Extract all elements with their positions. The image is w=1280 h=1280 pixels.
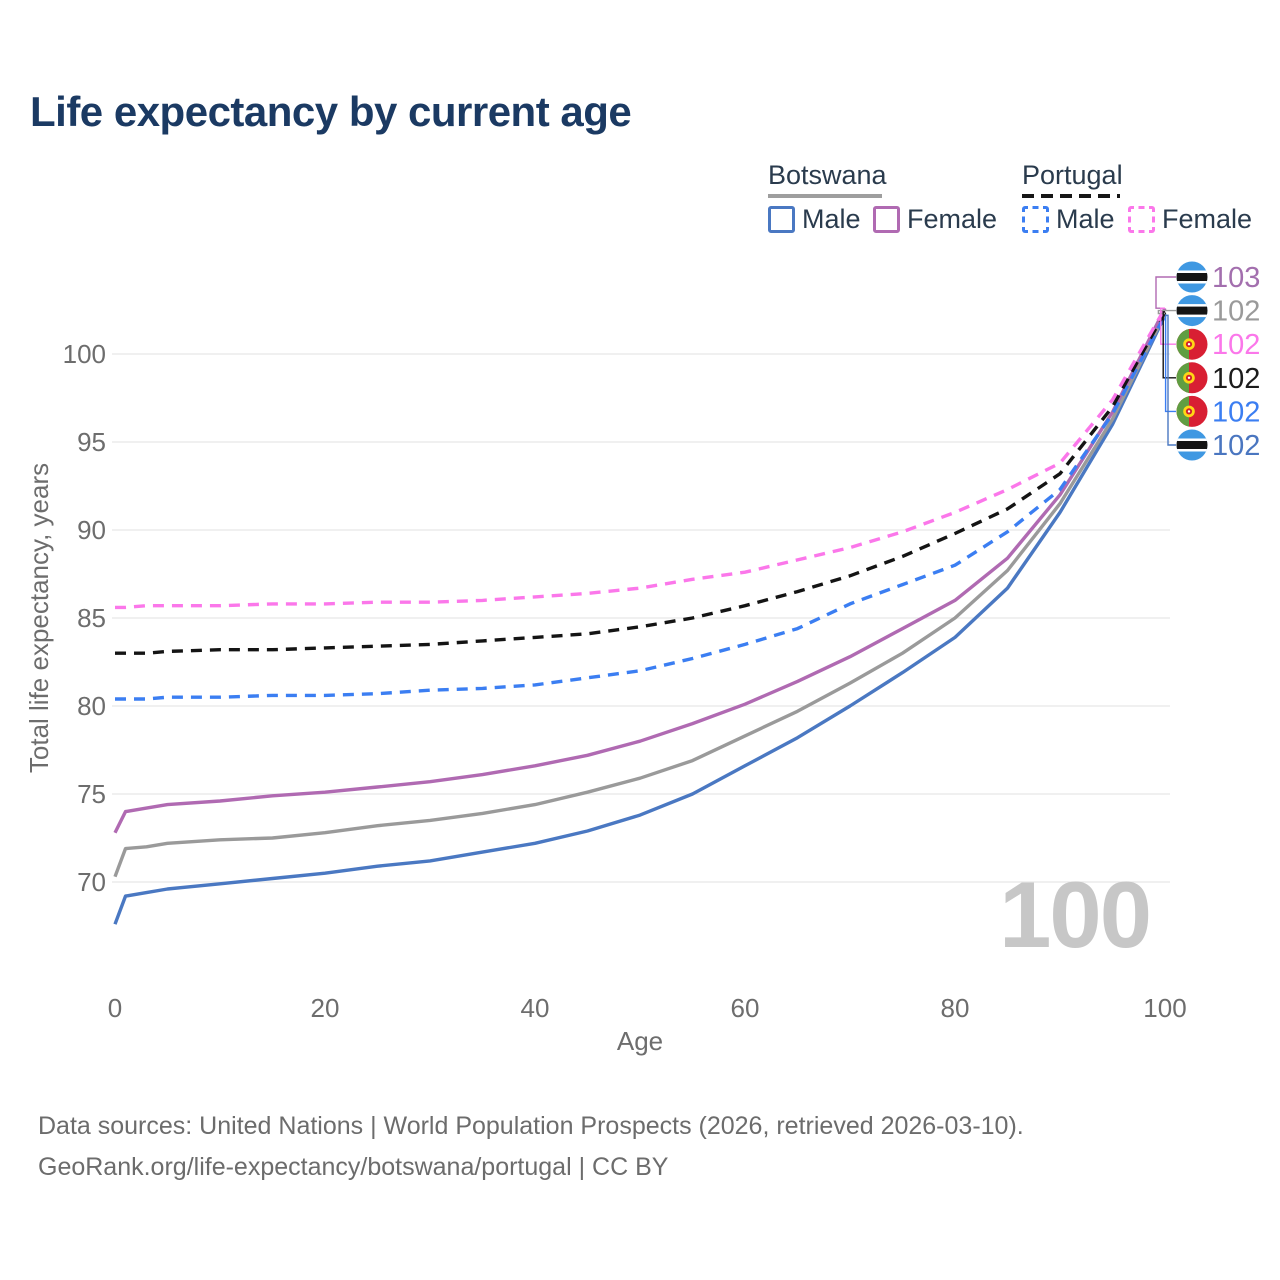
footer-data-sources: Data sources: United Nations | World Pop… [38, 1112, 1024, 1140]
end-label-row-botswana-both-sexes: 102 [1176, 295, 1260, 328]
gridlines: 70 75 80 85 90 95 100 [63, 339, 1170, 897]
y-axis-label: Total life expectancy, years [24, 463, 54, 773]
x-tick-60: 60 [731, 993, 760, 1023]
end-label-row-portugal-female: 102 [1176, 328, 1260, 361]
legend-botswana-linestyle-sample [768, 194, 882, 198]
y-tick-75: 75 [77, 779, 106, 809]
series-line-botswana-male[interactable] [113, 314, 1167, 925]
end-label-value: 102 [1212, 430, 1260, 462]
series-line-botswana-both-sexes[interactable] [113, 312, 1167, 878]
legend-label-portugal-female[interactable]: Female [1162, 204, 1253, 234]
y-tick-85: 85 [77, 603, 106, 633]
y-tick-90: 90 [77, 515, 106, 545]
end-label-value: 102 [1212, 296, 1260, 328]
y-tick-100: 100 [63, 339, 106, 369]
portugal-flag-icon [1176, 362, 1208, 394]
end-label-row-portugal-male: 102 [1176, 395, 1260, 428]
y-tick-95: 95 [77, 427, 106, 457]
series-line-portugal-female[interactable] [115, 307, 1167, 610]
legend-checkbox-botswana-female[interactable] [873, 206, 900, 233]
portugal-flag-icon [1176, 395, 1208, 427]
y-tick-70: 70 [77, 867, 106, 897]
legend-label-botswana-female[interactable]: Female [907, 204, 998, 234]
chart-title: Life expectancy by current age [30, 88, 632, 135]
end-label-value: 103 [1212, 262, 1260, 294]
portugal-flag-icon [1176, 328, 1208, 360]
botswana-flag-icon [1176, 429, 1208, 461]
age-indicator: 100 [999, 862, 1152, 967]
end-label-value: 102 [1212, 363, 1260, 395]
legend-checkbox-portugal-female[interactable] [1128, 206, 1155, 233]
leader-line [1157, 309, 1176, 315]
end-label-value: 102 [1212, 329, 1260, 361]
footer: Data sources: United Nations | World Pop… [38, 1106, 1024, 1188]
x-tick-100: 100 [1143, 993, 1186, 1023]
y-tick-80: 80 [77, 691, 106, 721]
legend-label-botswana-male[interactable]: Male [802, 204, 861, 234]
series-line-botswana-female[interactable] [113, 307, 1167, 834]
end-label-row-botswana-male: 102 [1176, 429, 1260, 462]
x-tick-80: 80 [941, 993, 970, 1023]
legend-checkbox-botswana-male[interactable] [768, 206, 795, 233]
leader-line [1162, 311, 1176, 379]
series-lines [113, 307, 1167, 925]
x-tick-40: 40 [521, 993, 550, 1023]
leader-line [1165, 314, 1176, 446]
footer-attribution: GeoRank.org/life-expectancy/botswana/por… [38, 1153, 669, 1181]
x-tick-0: 0 [108, 993, 122, 1023]
leader-line [1155, 276, 1176, 309]
legend-portugal-linestyle-sample [1022, 194, 1120, 198]
legend-group-botswana-label: Botswana [768, 160, 887, 190]
legend-group-portugal-label: Portugal [1022, 160, 1123, 190]
x-axis-label: Age [617, 1026, 663, 1056]
series-line-portugal-male[interactable] [115, 314, 1167, 701]
x-tick-20: 20 [311, 993, 340, 1023]
legend-label-portugal-male[interactable]: Male [1056, 204, 1115, 234]
end-label-row-portugal-both-sexes: 102 [1176, 362, 1260, 395]
series-line-portugal-both-sexes[interactable] [115, 310, 1167, 655]
legend-checkbox-portugal-male[interactable] [1022, 206, 1049, 233]
leader-line [1164, 314, 1176, 413]
botswana-flag-icon [1176, 261, 1208, 293]
end-label-row-botswana-female: 103 [1176, 261, 1260, 294]
end-label-value: 102 [1212, 396, 1260, 428]
botswana-flag-icon [1176, 295, 1208, 327]
